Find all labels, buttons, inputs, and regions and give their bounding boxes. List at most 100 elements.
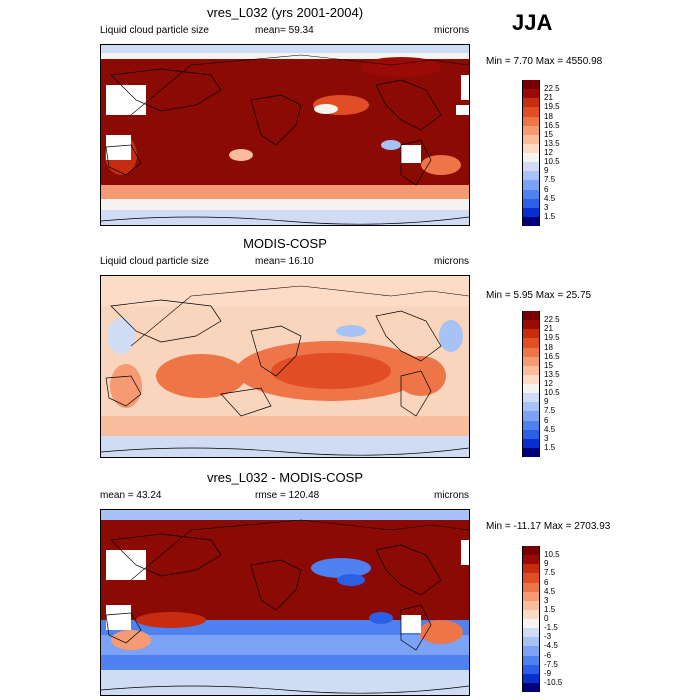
colorbar-swatch — [523, 347, 539, 357]
colorbar-swatch — [523, 582, 539, 592]
colorbar-swatch — [523, 216, 539, 226]
colorbar-swatch — [523, 365, 539, 375]
panel3-rmse-label: rmse = 120.48 — [255, 490, 320, 501]
panel1-units-label: microns — [434, 25, 470, 36]
colorbar-swatch — [523, 682, 539, 692]
colorbar-swatch — [523, 80, 539, 90]
panel2-minmax: Min = 5.95 Max = 25.75 — [486, 290, 592, 301]
colorbar-swatch — [523, 555, 539, 565]
colorbar-tick-label: 10.5 — [544, 388, 560, 398]
colorbar-swatch — [523, 98, 539, 108]
colorbar-swatch — [523, 609, 539, 619]
panel2-mean-label: mean= 16.10 — [255, 256, 314, 267]
colorbar-tick-label: 0 — [544, 614, 549, 623]
panel2-colorbar: 22.5 21 19.5 18 16.5 15 13.5 12 10.5 9 7.5 6 4.5 3 1.5 — [522, 311, 610, 457]
panel3-map-field — [101, 510, 469, 695]
colorbar-swatch — [523, 162, 539, 172]
colorbar-tick-label: 21 — [544, 93, 553, 103]
panel3-mean-label: mean = 43.24 — [100, 490, 162, 501]
panel3-units-label: microns — [434, 490, 470, 501]
colorbar-swatch — [523, 198, 539, 208]
colorbar-swatch — [523, 107, 539, 117]
colorbar-tick-label: -9 — [544, 668, 552, 678]
colorbar-swatch — [523, 207, 539, 217]
colorbar-tick-label: 19.5 — [544, 102, 560, 112]
colorbar-tick-label: -4.5 — [544, 641, 558, 651]
panel3-title: vres_L032 - MODIS-COSP — [206, 470, 364, 485]
colorbar-swatch — [523, 356, 539, 366]
colorbar-tick-label: 12 — [544, 148, 553, 157]
colorbar-swatch — [523, 116, 539, 126]
colorbar-swatch — [523, 393, 539, 403]
panel1-mean-label: mean= 59.34 — [255, 25, 314, 36]
colorbar-tick-label: 9 — [544, 559, 549, 569]
colorbar-tick-label: 16.5 — [544, 120, 560, 130]
colorbar-tick-label: 3 — [544, 595, 549, 605]
colorbar-tick-label: 12 — [544, 379, 553, 388]
colorbar-tick-label: 21 — [544, 324, 553, 334]
colorbar-tick-label: 6 — [544, 577, 549, 587]
colorbar-swatch — [523, 374, 539, 384]
colorbar-tick-label: 22.5 — [544, 315, 560, 325]
colorbar-tick-label: 1.5 — [544, 604, 556, 614]
panel2-map — [100, 275, 470, 458]
colorbar-swatch — [523, 591, 539, 601]
colorbar-swatch — [523, 384, 539, 394]
colorbar-swatch — [523, 628, 539, 638]
colorbar-swatch — [523, 411, 539, 421]
colorbar-tick-label: 3 — [544, 202, 549, 212]
panel1-colorbar: 22.5 21 19.5 18 16.5 15 13.5 12 10.5 9 7.5 6 4.5 3 1.5 — [522, 80, 610, 226]
colorbar-swatch — [523, 420, 539, 430]
colorbar-tick-label: 18 — [544, 111, 553, 121]
colorbar-tick-label: 9 — [544, 397, 549, 407]
panel1-minmax: Min = 7.70 Max = 4550.98 — [486, 56, 603, 67]
colorbar-tick-label: -10.5 — [544, 677, 563, 687]
colorbar-swatch — [523, 329, 539, 339]
panel1-map-field — [101, 45, 469, 225]
colorbar-tick-label: 13.5 — [544, 369, 560, 379]
colorbar-swatch — [523, 311, 539, 321]
panel1-map — [100, 44, 470, 226]
colorbar-tick-label: -3 — [544, 632, 552, 642]
colorbar-tick-label: 1.5 — [544, 211, 556, 221]
colorbar-tick-label: 18 — [544, 342, 553, 352]
colorbar-tick-label: 15 — [544, 360, 553, 370]
colorbar-box — [522, 311, 540, 457]
panel2-variable-label: Liquid cloud particle size — [100, 256, 209, 267]
panel2-map-field — [101, 276, 469, 457]
panel3-minmax: Min = -11.17 Max = 2703.93 — [486, 521, 611, 532]
colorbar-swatch — [523, 189, 539, 199]
colorbar-tick-label: 6 — [544, 415, 549, 425]
colorbar-swatch — [523, 338, 539, 348]
panel2-units-label: microns — [434, 256, 470, 267]
colorbar-swatch — [523, 429, 539, 439]
colorbar-tick-label: 1.5 — [544, 442, 556, 452]
colorbar-swatch — [523, 320, 539, 330]
colorbar-swatch — [523, 125, 539, 135]
colorbar-swatch — [523, 673, 539, 683]
colorbar-tick-label: 16.5 — [544, 351, 560, 361]
colorbar-tick-label: 10.5 — [544, 157, 560, 167]
colorbar-swatch — [523, 600, 539, 610]
panel1-title: vres_L032 (yrs 2001-2004) — [206, 5, 364, 20]
colorbar-tick-label: 4.5 — [544, 586, 556, 596]
colorbar-tick-label: -7.5 — [544, 659, 558, 669]
colorbar-swatch — [523, 646, 539, 656]
panel3-map — [100, 509, 470, 696]
colorbar-tick-label: 7.5 — [544, 406, 556, 416]
colorbar-swatch — [523, 664, 539, 674]
colorbar-swatch — [523, 438, 539, 448]
colorbar-swatch — [523, 546, 539, 556]
colorbar-box — [522, 546, 540, 692]
colorbar-swatch — [523, 402, 539, 412]
colorbar-tick-label: 7.5 — [544, 175, 556, 185]
colorbar-tick-label: 6 — [544, 184, 549, 194]
colorbar-tick-label: 9 — [544, 166, 549, 176]
colorbar-swatch — [523, 134, 539, 144]
colorbar-tick-label: 10.5 — [544, 550, 560, 560]
colorbar-tick-label: 19.5 — [544, 333, 560, 343]
colorbar-box — [522, 80, 540, 226]
panel3-colorbar: 10.5 9 7.5 6 4.5 3 1.5 0 -1.5 -3 -4.5 -6 -7.5 -9 -10.5 — [522, 546, 610, 692]
colorbar-tick-label: 15 — [544, 129, 553, 139]
panel2-title: MODIS-COSP — [243, 236, 327, 251]
